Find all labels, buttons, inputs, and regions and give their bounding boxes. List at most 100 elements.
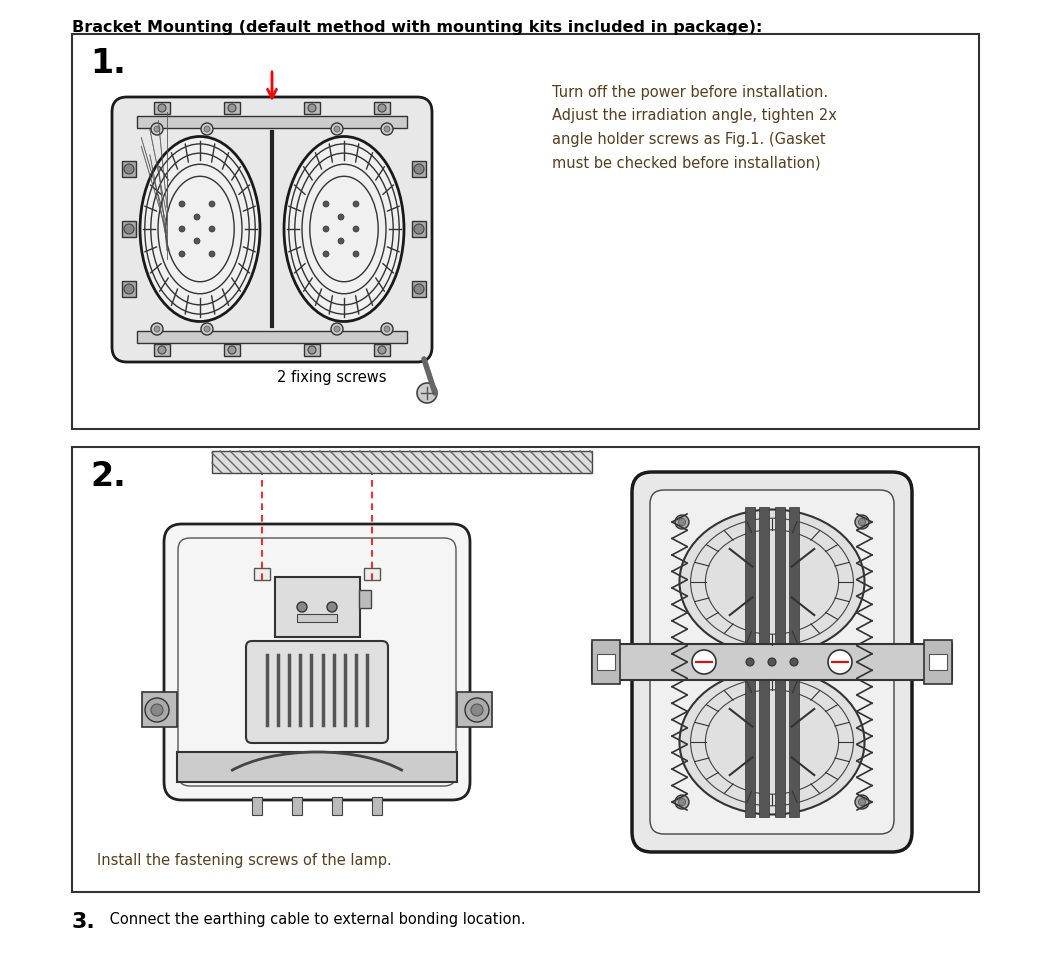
Bar: [775, 508, 785, 818]
Text: Install the fastening screws of the lamp.: Install the fastening screws of the lamp…: [97, 852, 392, 867]
Circle shape: [323, 251, 329, 258]
Circle shape: [331, 324, 343, 335]
Circle shape: [228, 105, 236, 112]
Bar: [759, 508, 769, 818]
Circle shape: [382, 324, 393, 335]
Circle shape: [414, 285, 424, 294]
Bar: [252, 797, 262, 816]
Bar: [332, 797, 342, 816]
Circle shape: [204, 127, 210, 133]
Circle shape: [297, 602, 307, 612]
Bar: [412, 161, 426, 178]
Bar: [137, 117, 407, 129]
Text: Turn off the power before installation.
Adjust the irradiation angle, tighten 2x: Turn off the power before installation. …: [552, 85, 837, 170]
Circle shape: [179, 201, 185, 207]
Bar: [212, 452, 592, 473]
Bar: [142, 692, 177, 728]
Circle shape: [334, 127, 341, 133]
Bar: [412, 222, 426, 238]
Circle shape: [323, 227, 329, 233]
Bar: [275, 577, 360, 638]
FancyBboxPatch shape: [632, 472, 912, 852]
Circle shape: [859, 799, 866, 806]
Circle shape: [179, 251, 185, 258]
Bar: [789, 508, 799, 818]
Circle shape: [679, 799, 685, 806]
Circle shape: [308, 346, 316, 355]
Circle shape: [675, 795, 689, 809]
Circle shape: [790, 658, 798, 666]
FancyBboxPatch shape: [164, 524, 470, 800]
Circle shape: [151, 704, 163, 716]
Circle shape: [323, 201, 329, 207]
Circle shape: [327, 602, 337, 612]
Circle shape: [124, 165, 133, 175]
Circle shape: [158, 105, 166, 112]
Circle shape: [154, 127, 160, 133]
Circle shape: [209, 227, 215, 233]
Ellipse shape: [140, 137, 260, 322]
Circle shape: [194, 239, 200, 244]
Bar: [297, 614, 337, 622]
Circle shape: [746, 658, 754, 666]
Bar: [924, 641, 952, 685]
Circle shape: [124, 285, 133, 294]
Text: 1.: 1.: [90, 47, 126, 80]
Circle shape: [692, 650, 716, 674]
Bar: [457, 692, 492, 728]
Bar: [73, 448, 978, 892]
Circle shape: [338, 215, 344, 221]
FancyBboxPatch shape: [246, 642, 388, 743]
Bar: [359, 591, 371, 608]
Circle shape: [465, 698, 489, 723]
Text: 3.: 3.: [73, 911, 96, 931]
Bar: [304, 103, 320, 114]
Circle shape: [414, 225, 424, 235]
Circle shape: [353, 227, 359, 233]
Bar: [372, 797, 382, 816]
Circle shape: [768, 658, 776, 666]
Circle shape: [124, 225, 133, 235]
Circle shape: [194, 215, 200, 221]
Bar: [304, 344, 320, 357]
Bar: [374, 344, 390, 357]
Circle shape: [308, 105, 316, 112]
Circle shape: [331, 124, 343, 136]
Ellipse shape: [680, 510, 865, 655]
Bar: [177, 752, 457, 782]
Circle shape: [201, 324, 213, 335]
Bar: [374, 103, 390, 114]
Circle shape: [828, 650, 852, 674]
Text: Connect the earthing cable to external bonding location.: Connect the earthing cable to external b…: [105, 911, 526, 926]
Text: 2 fixing screws: 2 fixing screws: [277, 370, 387, 384]
Bar: [122, 222, 136, 238]
Ellipse shape: [680, 670, 865, 815]
Circle shape: [209, 251, 215, 258]
Circle shape: [414, 165, 424, 175]
Circle shape: [209, 201, 215, 207]
Bar: [224, 344, 240, 357]
Bar: [597, 654, 615, 670]
Circle shape: [679, 519, 685, 526]
Bar: [224, 103, 240, 114]
Circle shape: [378, 346, 386, 355]
Circle shape: [353, 251, 359, 258]
Bar: [412, 282, 426, 297]
Bar: [292, 797, 302, 816]
Circle shape: [151, 324, 163, 335]
Circle shape: [856, 515, 869, 529]
Circle shape: [201, 124, 213, 136]
Circle shape: [384, 127, 390, 133]
Circle shape: [158, 346, 166, 355]
Circle shape: [856, 795, 869, 809]
Circle shape: [334, 327, 341, 333]
Bar: [154, 344, 170, 357]
Bar: [73, 35, 978, 429]
Circle shape: [151, 124, 163, 136]
Circle shape: [353, 201, 359, 207]
Ellipse shape: [284, 137, 404, 322]
Circle shape: [179, 227, 185, 233]
Text: Bracket Mounting (default method with mounting kits included in package):: Bracket Mounting (default method with mo…: [73, 20, 762, 35]
FancyBboxPatch shape: [650, 491, 894, 834]
Bar: [137, 332, 407, 343]
